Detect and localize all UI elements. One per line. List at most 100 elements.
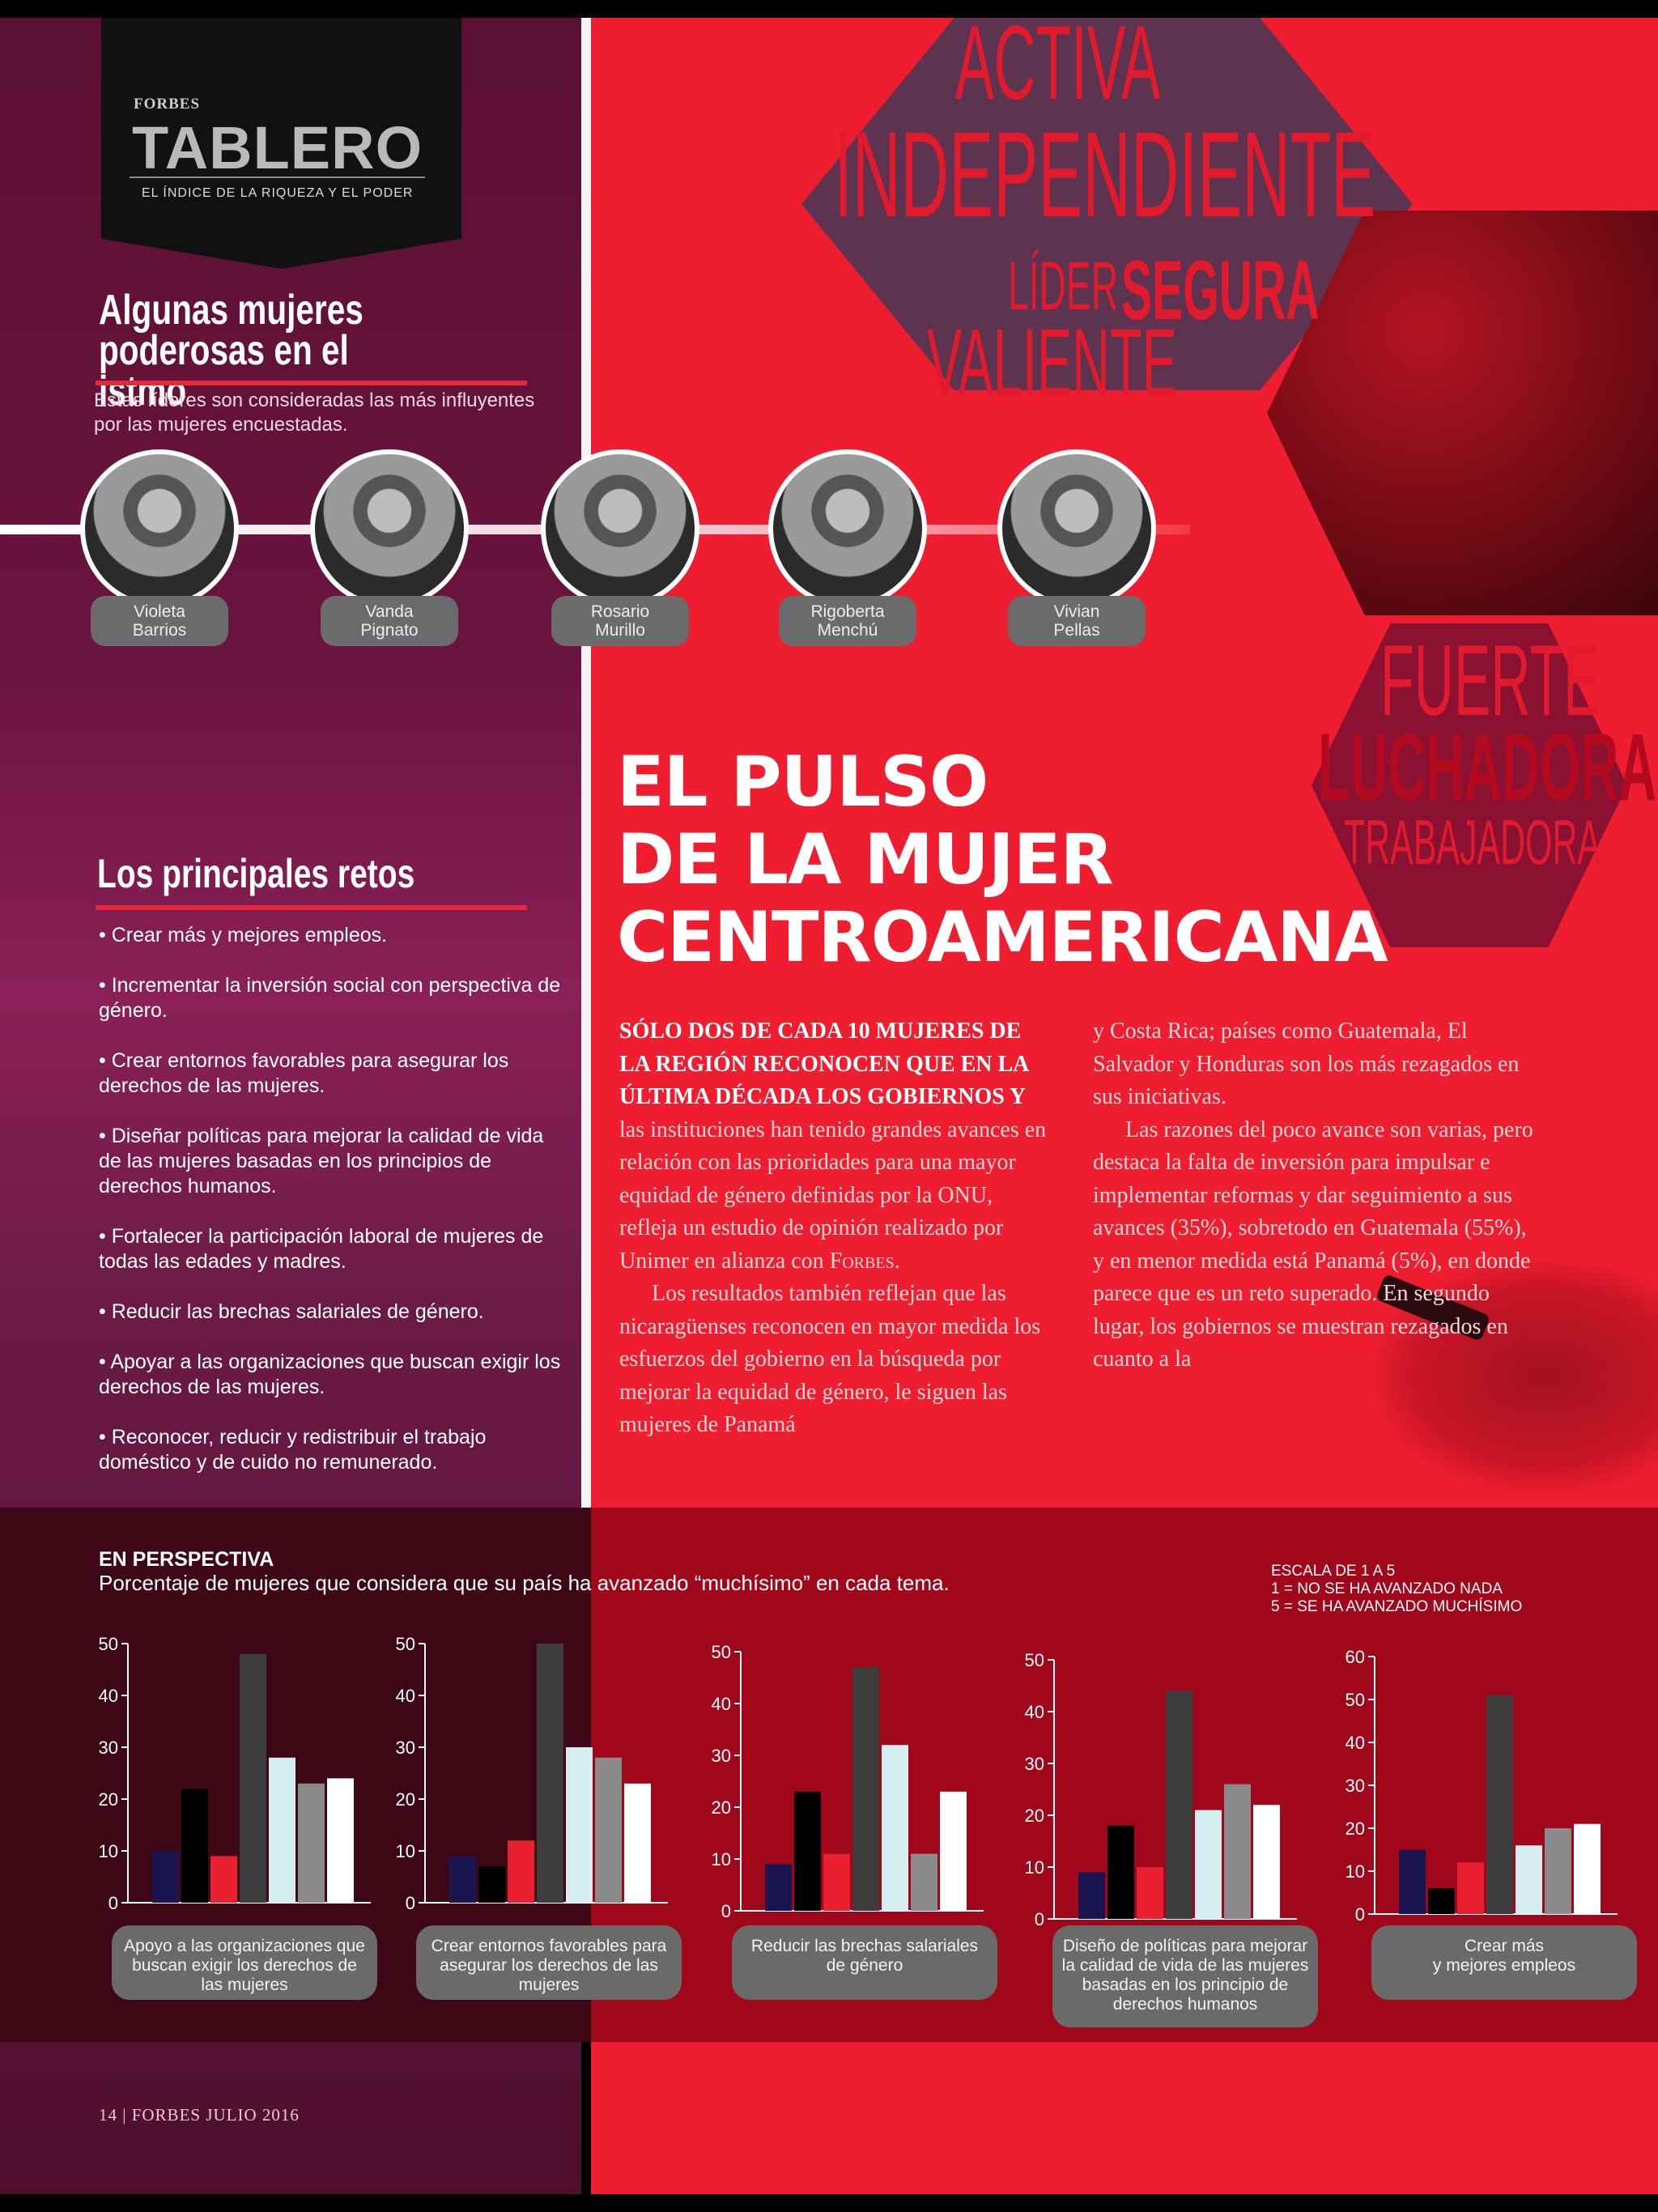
reto-item: • Reducir las brechas salariales de géne… <box>99 1300 484 1323</box>
bar <box>1195 1810 1222 1919</box>
bar <box>298 1783 325 1903</box>
article-column-1: SÓLO DOS DE CADA 10 MUJERES DE LA REGIÓN… <box>619 1015 1048 1442</box>
bottom-bar <box>0 2194 1658 2212</box>
bar <box>152 1851 179 1903</box>
reto-item: • Crear entornos favorables para asegura… <box>99 1049 509 1097</box>
leaders-title: Algunas mujeres poderosas en el istmo <box>99 287 396 415</box>
y-tick-label: 40 <box>396 1686 415 1706</box>
article-p1: las instituciones han tenido grandes ava… <box>619 1117 1047 1274</box>
leader-name: Rigoberta Menchú <box>779 596 916 646</box>
bar <box>911 1853 937 1911</box>
y-tick-label: 0 <box>1035 1909 1044 1929</box>
scale-title: ESCALA DE 1 A 5 <box>1271 1563 1396 1580</box>
y-tick-label: 40 <box>712 1694 731 1714</box>
badge-title: TABLERO <box>132 114 423 181</box>
reto-item: • Reconocer, reducir y redistribuir el t… <box>99 1426 487 1474</box>
bar <box>1078 1872 1105 1919</box>
y-tick-label: 50 <box>1025 1650 1044 1670</box>
bar-chart: 0 10 20 30 40 50 60 <box>1346 1647 1618 1925</box>
bar <box>1516 1845 1542 1914</box>
article-p3: Las razones del poco avance son varias, … <box>1093 1117 1533 1372</box>
y-tick-label: 10 <box>712 1849 731 1870</box>
badge-divider <box>130 177 425 178</box>
y-tick-label: 60 <box>1346 1647 1365 1667</box>
bar <box>794 1791 821 1911</box>
word-trabajadora: TRABAJADORA <box>1344 806 1601 878</box>
y-tick-label: 20 <box>1025 1806 1044 1826</box>
y-tick-label: 30 <box>1025 1754 1044 1774</box>
word-fuerte: FUERTE <box>1380 625 1601 737</box>
tablero-badge <box>101 18 461 269</box>
bar <box>940 1791 967 1911</box>
y-tick-label: 0 <box>1355 1904 1365 1925</box>
y-tick-label: 0 <box>108 1893 118 1913</box>
chart-category-label: Crear entornos favorables para asegurar … <box>416 1925 682 2000</box>
leader-photo <box>768 449 927 608</box>
y-tick-label: 20 <box>1346 1819 1365 1839</box>
scale-legend: ESCALA DE 1 A 5 1 = NO SE HA AVANZADO NA… <box>1271 1563 1522 1616</box>
word-activa: ACTIVA <box>955 3 1160 121</box>
y-tick-label: 20 <box>712 1797 731 1818</box>
perspective-title: EN PERSPECTIVA <box>99 1548 274 1571</box>
leader-photo <box>310 449 469 608</box>
y-tick-label: 0 <box>406 1893 415 1913</box>
badge-subtitle: EL ÍNDICE DE LA RIQUEZA Y EL PODER <box>142 186 414 200</box>
bar <box>1399 1849 1426 1914</box>
reto-item: • Apoyar a las organizaciones que buscan… <box>99 1351 561 1398</box>
badge-brand: FORBES <box>134 96 201 113</box>
bar <box>1137 1867 1163 1919</box>
bar <box>1253 1805 1280 1919</box>
bar <box>624 1783 651 1903</box>
y-tick-label: 50 <box>99 1634 118 1654</box>
headline-line-1: EL PULSO <box>617 742 988 823</box>
y-tick-label: 20 <box>99 1789 118 1810</box>
word-lider: LÍDER <box>1008 248 1119 324</box>
y-tick-label: 30 <box>712 1746 731 1766</box>
y-tick-label: 0 <box>721 1901 731 1921</box>
retos-list: • Crear más y mejores empleos. • Incremen… <box>99 923 564 1500</box>
chart-category-label: Apoyo a las organizaciones que buscan ex… <box>112 1925 377 2000</box>
bar <box>566 1747 593 1903</box>
y-tick-label: 30 <box>1346 1776 1365 1796</box>
bar <box>852 1667 879 1911</box>
chart-category-label: Crear más y mejores empleos <box>1371 1925 1637 2000</box>
leaders-rule <box>96 381 527 385</box>
leaders-title-text: Algunas mujeres poderosas en el istmo <box>99 287 363 415</box>
perspective-subtitle: Porcentaje de mujeres que considera que … <box>99 1571 950 1595</box>
bar-chart: 0 10 20 30 40 50 <box>99 1634 371 1913</box>
chart-category-label: Diseño de políticas para mejorar la cali… <box>1052 1925 1318 2027</box>
y-tick-label: 30 <box>99 1738 118 1758</box>
y-tick-label: 10 <box>396 1841 415 1861</box>
bar <box>269 1757 295 1903</box>
bar <box>1545 1828 1571 1914</box>
article-p2-cont: y Costa Rica; países como Guatemala, El … <box>1093 1019 1520 1109</box>
bar <box>1107 1825 1134 1919</box>
reto-item: • Incrementar la inversión social con pe… <box>99 974 561 1022</box>
leader-name: Vanda Pignato <box>321 596 458 646</box>
bar <box>765 1864 792 1911</box>
leader-name: Violeta Barrios <box>91 596 228 646</box>
bar <box>882 1745 908 1911</box>
y-tick-label: 50 <box>396 1634 415 1654</box>
bar <box>478 1866 505 1903</box>
y-tick-label: 30 <box>396 1738 415 1758</box>
bar <box>508 1840 534 1903</box>
retos-rule <box>96 905 527 910</box>
headline-line-3: CENTROAMERICANA <box>617 897 1388 978</box>
leader-photo <box>997 449 1156 608</box>
scale-1: 1 = NO SE HA AVANZADO NADA <box>1271 1580 1503 1597</box>
leaders-description: Estas líderes son consideradas las más i… <box>94 389 535 436</box>
reto-item: • Fortalecer la participación laboral de… <box>99 1225 544 1273</box>
y-tick-label: 40 <box>99 1686 118 1706</box>
y-tick-label: 50 <box>1346 1690 1365 1710</box>
word-valiente: VALIENTE <box>927 309 1177 416</box>
chart-category-label: Reducir las brechas salariales de género <box>732 1925 997 2000</box>
headline-line-2: DE LA MUJER <box>617 819 1114 900</box>
y-tick-label: 10 <box>99 1841 118 1861</box>
y-tick-label: 10 <box>1025 1857 1044 1878</box>
bar <box>1224 1784 1251 1919</box>
scale-5: 5 = SE HA AVANZADO MUCHÍSIMO <box>1271 1598 1523 1615</box>
bar <box>181 1789 208 1903</box>
retos-title: Los principales retos <box>97 851 415 896</box>
